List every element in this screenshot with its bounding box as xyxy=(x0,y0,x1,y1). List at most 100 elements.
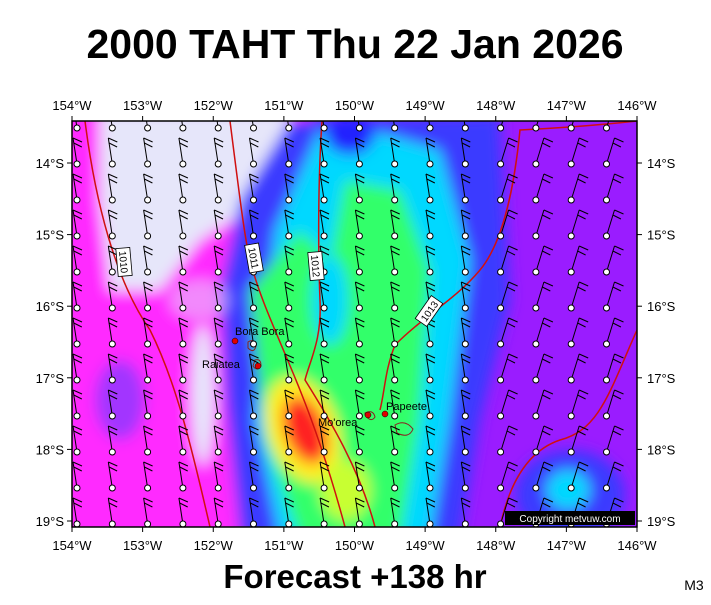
barb-feather xyxy=(108,250,118,256)
barb-staff xyxy=(213,173,219,201)
barb-staff xyxy=(460,425,466,453)
barb-station xyxy=(144,160,152,168)
barb-station xyxy=(108,340,116,348)
isobar-label: 1011 xyxy=(244,242,264,274)
barb-feather xyxy=(285,430,294,436)
barb-feather xyxy=(542,358,551,364)
wind-barb xyxy=(425,245,436,276)
wind-barb xyxy=(603,389,624,420)
barb-feather xyxy=(508,497,518,503)
lon-label: 154°W xyxy=(52,98,92,113)
barb-staff xyxy=(110,121,113,129)
wind-barb xyxy=(107,317,118,348)
barb-feather xyxy=(73,214,83,220)
barb-feather xyxy=(506,322,516,328)
barb-station xyxy=(391,520,399,527)
barb-feather xyxy=(506,358,516,364)
barb-feather xyxy=(461,102,470,106)
barb-feather xyxy=(250,322,259,328)
wind-barb xyxy=(425,209,436,240)
barb-staff xyxy=(178,461,184,489)
barb-feather xyxy=(179,430,188,436)
barb-feather xyxy=(144,322,153,328)
wind-barb xyxy=(213,497,224,527)
wind-barb xyxy=(178,245,189,276)
wind-barb xyxy=(319,317,330,348)
barb-feather xyxy=(320,214,330,220)
wind-barb xyxy=(284,389,295,420)
barb-staff xyxy=(178,497,184,525)
barb-staff xyxy=(213,317,219,345)
wind-barb xyxy=(567,317,589,348)
barb-feather xyxy=(72,353,83,359)
barb-feather xyxy=(214,466,224,472)
barb-feather xyxy=(461,214,471,220)
wind-barb xyxy=(390,389,400,420)
barb-feather xyxy=(108,394,118,400)
wind-barb xyxy=(354,497,365,527)
wind-barb xyxy=(285,121,293,132)
lon-label: 147°W xyxy=(547,98,587,113)
barb-staff xyxy=(535,425,545,453)
barb-feather xyxy=(461,358,471,364)
barb-feather xyxy=(355,245,365,251)
wind-barb xyxy=(72,209,83,240)
place-marker xyxy=(364,411,372,419)
wind-barb xyxy=(460,173,471,204)
barb-station xyxy=(250,304,257,312)
barb-feather xyxy=(143,425,153,431)
barb-feather xyxy=(577,142,586,148)
wind-barb xyxy=(390,245,400,276)
barb-staff xyxy=(178,245,184,273)
barb-feather xyxy=(179,502,188,508)
barb-feather xyxy=(614,497,624,503)
barb-feather xyxy=(213,173,224,179)
barb-staff xyxy=(354,461,360,489)
barb-station xyxy=(355,412,363,420)
lat-label: 15°S xyxy=(36,228,65,243)
wind-barb xyxy=(143,281,153,312)
barb-station xyxy=(108,196,116,204)
wind-barb xyxy=(460,209,471,240)
wind-barb xyxy=(107,281,118,312)
wind-barb xyxy=(284,353,295,384)
barb-feather xyxy=(543,173,554,179)
barb-station xyxy=(250,340,257,348)
wind-barb xyxy=(355,121,363,132)
barb-station xyxy=(391,124,399,132)
wind-barb xyxy=(284,317,295,348)
barb-staff xyxy=(249,173,254,201)
wind-barb xyxy=(532,209,554,240)
barb-feather xyxy=(108,209,118,215)
barb-feather xyxy=(612,322,622,328)
wind-barb xyxy=(532,121,540,132)
wind-barb xyxy=(72,245,83,276)
wind-barb xyxy=(107,425,118,456)
wind-barb xyxy=(284,497,295,527)
barb-feather xyxy=(461,250,471,256)
wind-barb xyxy=(603,461,624,492)
barb-feather xyxy=(425,137,436,143)
barb-station xyxy=(461,196,469,204)
barb-feather xyxy=(508,137,518,143)
wind-barb xyxy=(497,121,505,132)
barb-staff xyxy=(460,461,466,489)
barb-staff xyxy=(460,281,466,309)
barb-staff xyxy=(249,389,254,417)
barb-station xyxy=(567,124,575,132)
barb-feather xyxy=(213,281,224,287)
isobar-labels: 1010 1011 1012 1013 xyxy=(115,242,444,328)
barb-feather xyxy=(391,430,400,436)
barb-station xyxy=(426,268,434,276)
wind-barb xyxy=(72,497,83,527)
barb-feather xyxy=(508,209,518,215)
barb-staff xyxy=(570,121,574,129)
barb-station xyxy=(285,340,293,348)
wind-barb xyxy=(567,353,589,384)
wind-barb xyxy=(532,173,554,204)
barb-station xyxy=(144,448,152,456)
barb-feather xyxy=(391,102,400,106)
barb-feather xyxy=(390,245,400,251)
barb-feather xyxy=(319,245,330,251)
barb-staff xyxy=(354,173,360,201)
